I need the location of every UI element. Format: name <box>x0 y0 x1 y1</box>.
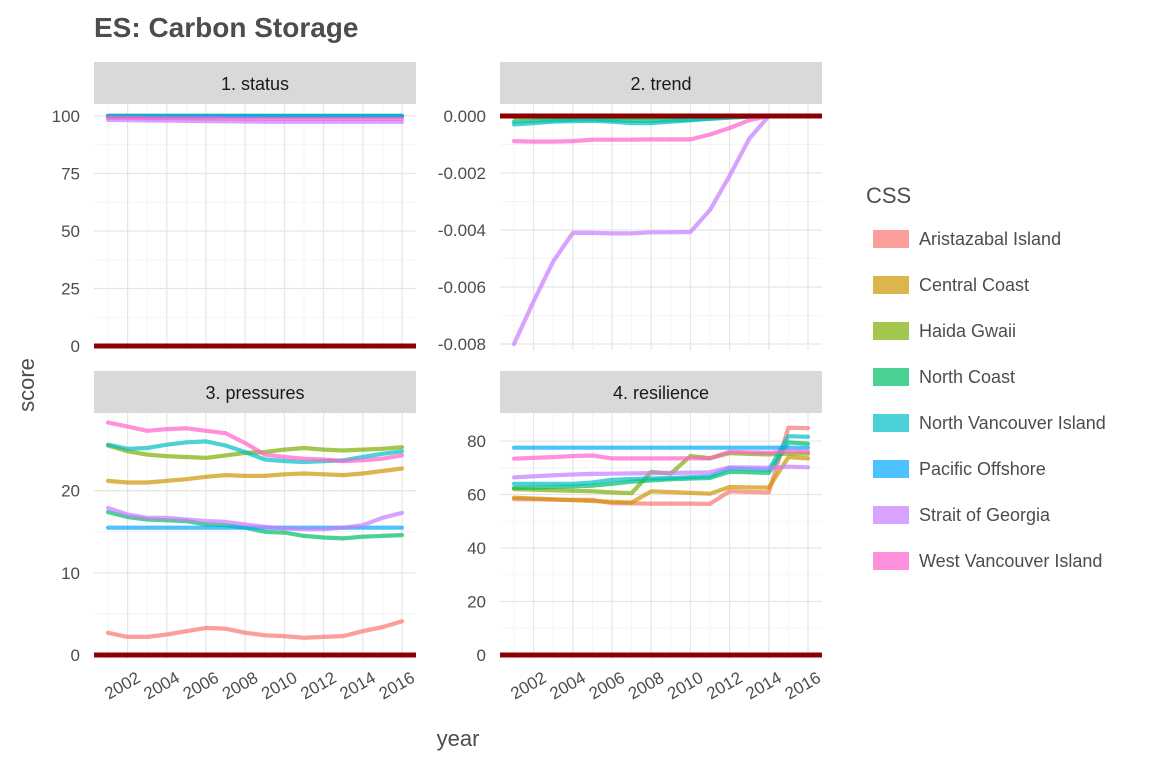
legend-key-aristazabal-island <box>873 230 909 248</box>
facet-strip-label: 3. pressures <box>205 383 304 403</box>
y-tick-label: 0.000 <box>443 107 486 126</box>
series-line-west-vancouver-island <box>105 115 405 121</box>
x-tick-label: 2006 <box>180 668 222 703</box>
legend-key-pacific-offshore <box>873 460 909 478</box>
legend-label-west-vancouver-island: West Vancouver Island <box>919 551 1102 571</box>
series-line-strait-of-georgia <box>511 464 811 480</box>
legend-key-west-vancouver-island <box>873 552 909 570</box>
x-tick-label: 2016 <box>376 668 418 703</box>
legend-key-north-coast <box>873 368 909 386</box>
series-line-central-coast <box>105 466 405 485</box>
legend-key-haida-gwaii <box>873 322 909 340</box>
series-line-strait-of-georgia <box>105 117 405 124</box>
x-axis-title: year <box>437 726 480 751</box>
x-tick-label: 2010 <box>664 668 706 703</box>
legend-key-north-vancouver-island <box>873 414 909 432</box>
series-line-central-coast <box>511 455 811 505</box>
y-tick-label: 60 <box>467 486 486 505</box>
y-tick-label: 20 <box>61 482 80 501</box>
legend-label-pacific-offshore: Pacific Offshore <box>919 459 1046 479</box>
legend-key-strait-of-georgia <box>873 506 909 524</box>
y-tick-label: 40 <box>467 539 486 558</box>
facet-strip <box>500 371 822 413</box>
y-tick-label: -0.002 <box>438 164 486 183</box>
facet-strip <box>500 62 822 104</box>
facet-panel-2-trend: 2. trend -0.008 -0.006 -0.004 -0.002 0.000 <box>438 62 822 354</box>
x-tick-label: 2008 <box>625 668 667 703</box>
x-tick-label: 2012 <box>703 668 745 703</box>
y-tick-label: 0 <box>477 646 486 665</box>
facet-strip-label: 4. resilience <box>613 383 709 403</box>
legend-label-strait-of-georgia: Strait of Georgia <box>919 505 1051 525</box>
chart-title: ES: Carbon Storage <box>94 12 358 43</box>
x-tick-label: 2002 <box>101 668 143 703</box>
series-line-strait-of-georgia <box>511 113 811 347</box>
y-tick-label: 10 <box>61 564 80 583</box>
y-tick-label: 100 <box>52 107 80 126</box>
series-line-strait-of-georgia <box>105 505 405 532</box>
series-line-west-vancouver-island <box>105 420 405 464</box>
x-tick-label: 2004 <box>547 668 589 703</box>
legend-label-central-coast: Central Coast <box>919 275 1029 295</box>
legend: CSS Aristazabal Island Central Coast Haida… <box>866 183 1106 571</box>
facet-panel-3-pressures: 3. pressures0102020022004200620082010201… <box>61 371 418 703</box>
facet-strip-label: 1. status <box>221 74 289 94</box>
y-axis-title: score <box>14 358 39 412</box>
y-tick-label: 75 <box>61 165 80 184</box>
series-line-haida-gwaii <box>105 443 405 460</box>
series-line-aristazabal-island <box>105 619 405 640</box>
legend-key-central-coast <box>873 276 909 294</box>
x-tick-label: 2008 <box>219 668 261 703</box>
x-tick-label: 2006 <box>586 668 628 703</box>
x-tick-label: 2012 <box>297 668 339 703</box>
x-tick-label: 2004 <box>141 668 183 703</box>
y-tick-label: -0.006 <box>438 278 486 297</box>
x-tick-label: 2002 <box>507 668 549 703</box>
legend-label-haida-gwaii: Haida Gwaii <box>919 321 1016 341</box>
y-tick-label: 50 <box>61 222 80 241</box>
x-tick-label: 2014 <box>743 668 785 703</box>
x-tick-label: 2016 <box>782 668 824 703</box>
x-tick-label: 2010 <box>258 668 300 703</box>
facet-strip-label: 2. trend <box>630 74 691 94</box>
x-tick-label: 2014 <box>337 668 379 703</box>
facet-panel-1-status: 1. status 0 25 50 75 100 <box>52 62 416 356</box>
legend-label-north-coast: North Coast <box>919 367 1015 387</box>
legend-title: CSS <box>866 183 911 208</box>
legend-label-north-vancouver-island: North Vancouver Island <box>919 413 1106 433</box>
legend-label-aristazabal-island: Aristazabal Island <box>919 229 1061 249</box>
facet-strip <box>94 371 416 413</box>
y-tick-label: -0.008 <box>438 335 486 354</box>
y-tick-label: 0 <box>71 646 80 665</box>
y-tick-label: -0.004 <box>438 221 486 240</box>
y-tick-label: 0 <box>71 337 80 356</box>
y-tick-label: 80 <box>467 432 486 451</box>
y-tick-label: 20 <box>467 593 486 612</box>
facet-strip <box>94 62 416 104</box>
y-tick-label: 25 <box>61 280 80 299</box>
series-line-west-vancouver-island <box>511 449 811 461</box>
facet-panel-4-resilience: 4. resilience020406080200220042006200820… <box>467 371 824 703</box>
